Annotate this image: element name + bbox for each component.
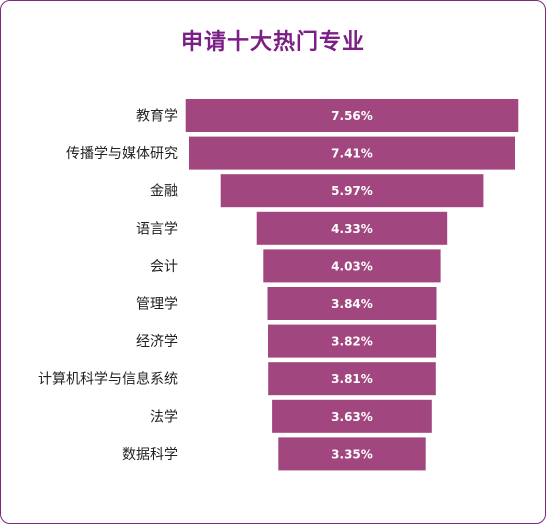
bar-value-label-3: 4.33% [331, 222, 373, 236]
bar-6 [268, 324, 437, 358]
bar-value-label-1: 7.41% [331, 147, 373, 161]
chart-title: 申请十大热门专业 [180, 30, 365, 55]
category-label-7: 计算机科学与信息系统 [38, 371, 178, 388]
bar-8 [272, 399, 432, 433]
category-label-8: 法学 [150, 409, 178, 425]
category-label-4: 会计 [150, 259, 178, 275]
bar-3 [256, 211, 448, 245]
bar-4 [263, 249, 441, 283]
bar-value-label-4: 4.03% [331, 259, 373, 273]
bar-value-label-0: 7.56% [331, 109, 373, 123]
bar-value-label-8: 3.63% [331, 410, 373, 424]
bar-value-label-7: 3.81% [331, 372, 373, 386]
bar-9 [278, 437, 426, 471]
category-label-6: 经济学 [136, 334, 178, 350]
category-label-9: 数据科学 [122, 447, 178, 463]
bar-value-label-2: 5.97% [331, 184, 373, 198]
category-label-2: 金融 [150, 184, 178, 200]
category-label-5: 管理学 [136, 297, 178, 313]
bar-0 [185, 99, 519, 132]
category-label-0: 教育学 [136, 109, 178, 125]
bar-value-label-5: 3.84% [331, 297, 373, 311]
category-label-1: 传播学与媒体研究 [66, 146, 178, 162]
bar-7 [268, 362, 436, 396]
bar-1 [189, 136, 515, 170]
bar-2 [220, 174, 484, 208]
bar-value-label-6: 3.82% [331, 335, 373, 349]
bar-value-label-9: 3.35% [331, 447, 373, 461]
category-label-3: 语言学 [136, 221, 178, 237]
bar-5 [267, 287, 437, 320]
